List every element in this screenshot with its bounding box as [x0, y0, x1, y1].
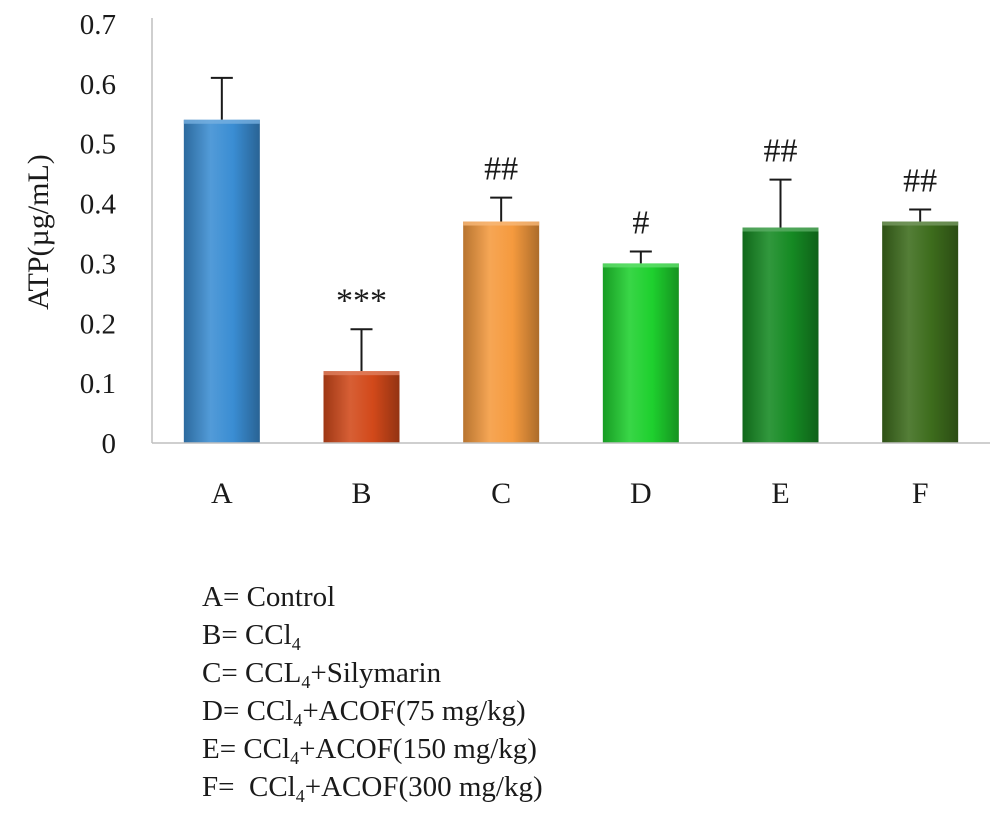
legend-item-f: F= CCl4+ACOF(300 mg/kg) — [202, 768, 543, 806]
bar-bevel — [323, 371, 400, 376]
y-tick-label: 0.7 — [80, 9, 116, 41]
legend-item-b: B= CCl4 — [202, 616, 543, 654]
bar-bevel — [602, 263, 679, 268]
x-tick-label: F — [912, 477, 929, 510]
legend-subscript: 4 — [301, 672, 311, 692]
significance-label: ## — [903, 163, 937, 200]
bar-f — [882, 221, 959, 443]
y-tick-label: 0.4 — [80, 189, 117, 221]
y-tick-label: 0.5 — [80, 129, 116, 161]
legend-key: C= — [202, 657, 245, 689]
bar-bevel — [742, 227, 819, 232]
legend-subscript: 4 — [290, 748, 300, 768]
legend-text: Control — [246, 581, 336, 613]
legend-key: D= — [202, 695, 247, 727]
significance-label: # — [632, 204, 649, 241]
bar-b — [323, 371, 400, 443]
legend-item-e: E= CCl4+ACOF(150 mg/kg) — [202, 730, 543, 768]
legend-text: CCL — [244, 657, 302, 689]
bar-bevel — [463, 221, 540, 226]
legend-text: +Silymarin — [310, 657, 442, 689]
significance-label: *** — [336, 282, 387, 319]
x-tick-label: C — [491, 477, 511, 510]
bar-c — [463, 221, 540, 443]
legend-subscript: 4 — [295, 786, 305, 806]
bar-bevel — [882, 221, 959, 226]
x-tick-label: B — [351, 477, 371, 510]
legend-text: CCl — [248, 771, 296, 803]
legend-text: +ACOF(300 mg/kg) — [304, 771, 543, 803]
legend-item-d: D= CCl4+ACOF(75 mg/kg) — [202, 692, 543, 730]
x-tick-label: D — [630, 477, 652, 510]
legend-text: +ACOF(150 mg/kg) — [299, 733, 537, 765]
legend-key: F= — [202, 771, 249, 803]
y-axis: 0 0.1 0.2 0.3 0.4 0.5 0.6 0.7 — [80, 9, 153, 460]
legend-key: B= — [202, 619, 245, 651]
x-axis: A B C D E F — [152, 442, 990, 510]
legend-text: CCl — [246, 695, 294, 727]
legend-item-c: C= CCL4+Silymarin — [202, 654, 543, 692]
bar-a — [183, 119, 260, 444]
legend-item-a: A= Control — [202, 578, 543, 616]
legend: A= Control B= CCl4 C= CCL4+Silymarin D= … — [202, 578, 543, 806]
bar-e — [742, 227, 819, 443]
x-tick-label: E — [771, 477, 789, 510]
legend-key: E= — [202, 733, 244, 765]
y-tick-label: 0 — [102, 428, 117, 460]
x-tick-label: A — [211, 477, 233, 510]
legend-key: A= — [202, 581, 247, 613]
legend-subscript: 4 — [293, 710, 303, 730]
y-tick-label: 0.1 — [80, 368, 116, 400]
y-tick-label: 0.6 — [80, 69, 116, 101]
bars: ***####### — [183, 76, 959, 444]
y-axis-label: ATP(µg/mL) — [22, 154, 55, 310]
legend-text: CCl — [244, 619, 292, 651]
legend-subscript: 4 — [291, 634, 301, 654]
significance-label: ## — [484, 151, 518, 188]
y-tick-label: 0.2 — [80, 308, 116, 340]
legend-text: +ACOF(75 mg/kg) — [302, 695, 526, 727]
bar-bevel — [183, 119, 260, 124]
significance-label: ## — [764, 133, 798, 170]
y-tick-label: 0.3 — [80, 248, 116, 280]
legend-text: CCl — [243, 733, 291, 765]
bar-d — [602, 263, 679, 443]
